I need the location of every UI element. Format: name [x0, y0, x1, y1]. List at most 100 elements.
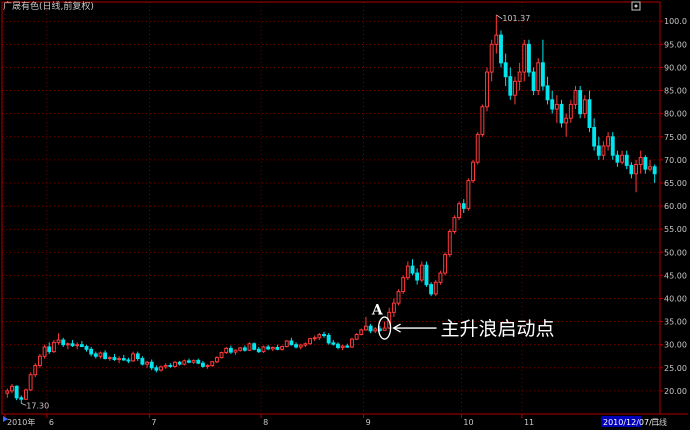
- y-tick-label: 50.00: [664, 248, 687, 257]
- y-tick-label: 100.0: [664, 17, 687, 26]
- main-wave-start-label: 主升浪启动点: [441, 318, 555, 340]
- candle: [228, 345, 233, 354]
- candle: [140, 356, 145, 366]
- candle: [168, 363, 173, 368]
- date-readout: 2010/12/07/二: [601, 416, 660, 427]
- candle: [568, 99, 573, 123]
- candle: [391, 298, 396, 317]
- candle: [508, 67, 513, 100]
- candle: [340, 344, 345, 351]
- axes: [1, 1, 688, 415]
- candle: [499, 30, 503, 68]
- y-tick-label: 45.00: [664, 271, 687, 280]
- candle: [5, 388, 10, 398]
- candle: [443, 252, 448, 276]
- candle: [266, 344, 271, 351]
- high-price-label: 101.37: [502, 14, 530, 23]
- x-tick-label: 9: [366, 418, 371, 427]
- candle: [187, 358, 191, 364]
- candle: [154, 365, 159, 373]
- x-tick-label: 2010年: [7, 417, 35, 427]
- y-axis-ticks: 20.00 25.00 30.00 35.00 40.00 45.00 50.00 55.00…: [660, 17, 687, 396]
- candle: [51, 340, 56, 354]
- candle: [564, 113, 569, 137]
- y-tick-label: 65.00: [664, 179, 687, 188]
- candle: [191, 359, 196, 365]
- candle: [159, 365, 163, 372]
- candle: [410, 259, 415, 276]
- candle: [396, 289, 401, 306]
- candle: [475, 132, 480, 165]
- candle: [596, 136, 601, 160]
- arrow-head: [392, 323, 401, 333]
- candle: [643, 155, 648, 174]
- candle: [145, 360, 149, 368]
- candle: [545, 76, 550, 105]
- candle: [359, 328, 364, 336]
- candle: [117, 356, 122, 364]
- candle: [200, 360, 205, 368]
- candle: [233, 349, 238, 355]
- candle: [345, 343, 350, 348]
- candle: [526, 39, 531, 77]
- period-label[interactable]: 日线: [651, 417, 667, 427]
- candle: [648, 159, 652, 172]
- candle: [559, 99, 564, 128]
- candle: [457, 201, 462, 220]
- high-marker-arrow: [496, 14, 503, 20]
- candle: [135, 351, 140, 361]
- candle: [452, 215, 457, 234]
- candle: [382, 321, 387, 331]
- annotations: 101.37 17.30 A 主升浪启动点: [21, 14, 555, 410]
- candle: [322, 331, 326, 338]
- y-tick-label: 35.00: [664, 318, 687, 327]
- low-price-label: 17.30: [26, 401, 49, 410]
- candle: [56, 333, 61, 345]
- candle: [638, 150, 643, 174]
- candle: [261, 345, 266, 354]
- candle: [531, 67, 536, 96]
- candle: [47, 342, 52, 354]
- candle: [205, 364, 210, 369]
- candle: [466, 178, 471, 211]
- x-tick-label: 11: [524, 418, 534, 427]
- candle: [405, 261, 410, 280]
- candle: [363, 316, 368, 331]
- candle: [280, 345, 285, 351]
- candle: [308, 337, 312, 345]
- y-tick-label: 30.00: [664, 341, 687, 350]
- candle: [19, 395, 24, 404]
- candle: [634, 159, 638, 193]
- x-tick-label: 7: [151, 418, 156, 427]
- play-icon[interactable]: [3, 416, 8, 422]
- candle: [336, 342, 340, 350]
- candle: [84, 344, 89, 352]
- candle: [294, 342, 299, 349]
- candle: [429, 282, 434, 297]
- candle: [601, 141, 606, 160]
- y-tick-label: 20.00: [664, 387, 687, 396]
- candle: [331, 340, 336, 346]
- candle: [312, 335, 317, 341]
- candle: [79, 340, 84, 348]
- candle: [480, 104, 485, 137]
- candle: [37, 353, 42, 368]
- candle: [242, 345, 247, 352]
- candle: [24, 388, 28, 401]
- candle: [606, 132, 611, 151]
- candle: [610, 132, 615, 160]
- candle: [131, 351, 136, 362]
- candle: [224, 347, 229, 354]
- settings-icon[interactable]: [631, 1, 641, 11]
- candle: [93, 351, 98, 359]
- y-tick-label: 80.00: [664, 110, 687, 119]
- candle: [629, 162, 634, 179]
- candle: [536, 58, 541, 96]
- candle: [615, 150, 620, 167]
- y-tick-label: 75.00: [664, 133, 687, 142]
- candle: [65, 342, 70, 350]
- candle: [182, 359, 187, 366]
- x-tick-label: 10: [463, 418, 473, 427]
- candle: [513, 76, 517, 105]
